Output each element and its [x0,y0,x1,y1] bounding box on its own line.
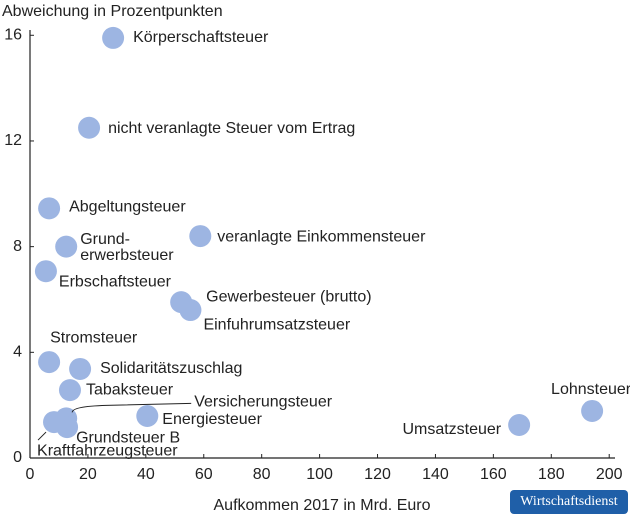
point-label: Versicherungsteuer [194,394,333,411]
point [43,411,66,434]
x-tick-label: 140 [422,466,449,483]
x-axis-title: Aufkommen 2017 in Mrd. Euro [214,497,431,514]
y-tick-label: 0 [13,449,22,466]
point [136,404,159,427]
point-label: Stromsteuer [50,329,138,346]
x-tick-label: 60 [195,466,213,483]
x-tick-label: 100 [306,466,333,483]
point [69,357,92,380]
point-label: Solidaritätszuschlag [100,360,242,377]
point-label: Energiesteuer [162,411,262,428]
x-tick-label: 0 [26,466,35,483]
y-tick-label: 16 [4,27,22,44]
leader-line [71,402,192,413]
point-label: Abgeltungsteuer [69,199,186,216]
x-tick-label: 80 [253,466,271,483]
x-tick-label: 120 [364,466,391,483]
point [581,399,604,422]
point-label: Lohnsteuer [551,381,630,398]
point-label: Grundsteuer B [76,429,180,446]
point-label: Erbschaftsteuer [59,273,172,290]
point-label: Grund- [80,231,130,248]
badge: Wirtschaftsdienst [520,494,618,509]
point [189,225,212,248]
point [179,299,202,322]
point [58,379,81,402]
point [34,260,57,283]
point [508,413,531,436]
point-label: Umsatzsteuer [402,421,501,438]
y-tick-label: 4 [13,344,22,361]
x-tick-label: 40 [137,466,155,483]
point [38,351,61,374]
y-axis-title: Abweichung in Prozentpunkten [2,3,223,20]
point-label: erwerbsteuer [80,247,174,264]
y-tick-label: 12 [4,132,22,149]
point-label: Körperschaftsteuer [133,29,269,46]
leader-line [37,431,47,441]
point-label: nicht veranlagte Steuer vom Ertrag [108,120,355,137]
point-label: Einfuhrumsatzsteuer [203,316,350,333]
point-label: veranlagte Einkommensteuer [217,228,426,245]
x-tick-label: 160 [480,466,507,483]
point-label: Kraftfahrzeugsteuer [37,442,178,459]
point [55,235,78,258]
x-tick-label: 200 [596,466,623,483]
x-tick-label: 20 [79,466,97,483]
point-label: Gewerbesteuer (brutto) [206,288,371,305]
point [102,26,125,49]
y-tick-label: 8 [13,238,22,255]
x-tick-label: 180 [538,466,565,483]
point [38,197,61,220]
point [78,116,101,139]
badge-box [510,490,628,514]
point-label: Tabaksteuer [86,381,174,398]
